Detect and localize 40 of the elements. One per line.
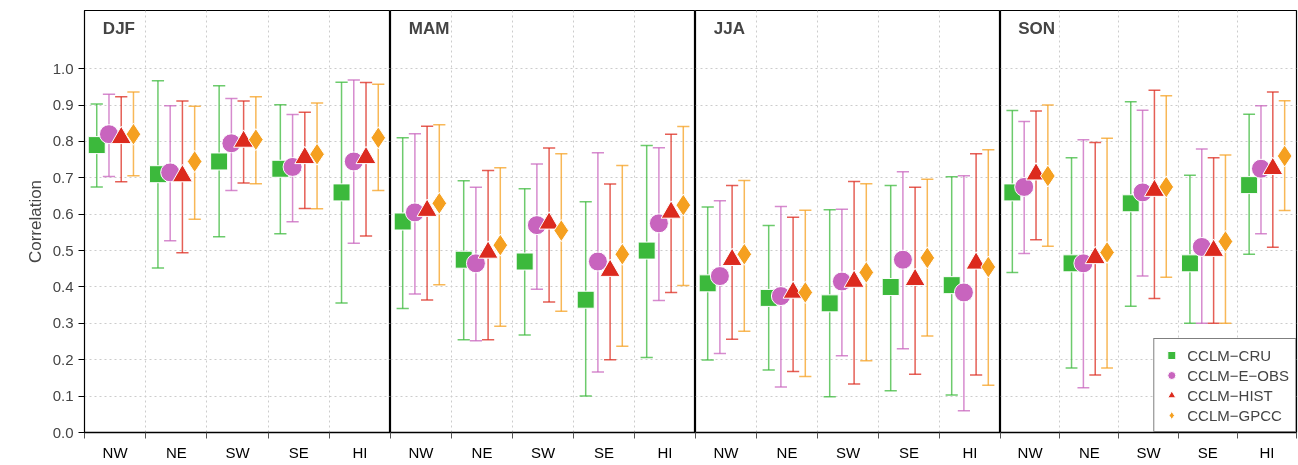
y-axis-title: Correlation — [25, 179, 45, 264]
x-tick-label: HI — [1259, 443, 1275, 461]
legend-label: CCLM−GPCC — [1187, 406, 1282, 424]
x-tick-label: HI — [352, 443, 368, 461]
y-tick-label: 0.0 — [52, 423, 74, 441]
x-tick-label: SE — [594, 443, 615, 461]
x-tick-label: NE — [776, 443, 798, 461]
legend-label: CCLM−CRU — [1187, 346, 1272, 364]
y-tick-label: 0.6 — [52, 205, 74, 223]
text: MAM — [408, 19, 450, 39]
y-tick-label: 0.8 — [52, 132, 74, 150]
x-tick-label: NW — [1017, 443, 1044, 461]
x-tick-label: NW — [408, 443, 435, 461]
x-tick-label: SW — [1136, 443, 1162, 461]
legend-label: CCLM−E−OBS — [1187, 366, 1289, 384]
x-tick-label: NW — [713, 443, 740, 461]
text: JJA — [713, 19, 745, 39]
x-tick-label: SW — [835, 443, 861, 461]
x-tick-label: SE — [1197, 443, 1218, 461]
x-tick-label: HI — [657, 443, 673, 461]
x-tick-label: SE — [899, 443, 920, 461]
y-tick-label: 0.5 — [52, 241, 74, 259]
x-tick-label: NE — [471, 443, 493, 461]
y-tick-label: 0.4 — [52, 277, 74, 295]
x-tick-label: NE — [1078, 443, 1100, 461]
y-tick-label: 1.0 — [52, 59, 74, 77]
text: SON — [1018, 19, 1056, 39]
x-tick-label: NE — [165, 443, 187, 461]
x-tick-label: SE — [288, 443, 309, 461]
y-tick-label: 0.3 — [52, 314, 74, 332]
x-tick-label: NW — [102, 443, 129, 461]
legend-label: CCLM−HIST — [1187, 386, 1273, 404]
x-tick-label: SW — [530, 443, 556, 461]
x-tick-label: HI — [962, 443, 978, 461]
y-tick-label: 0.2 — [52, 350, 74, 368]
x-tick-label: SW — [225, 443, 251, 461]
y-tick-label: 0.9 — [52, 96, 74, 114]
y-tick-label: 0.1 — [52, 387, 74, 405]
text: DJF — [102, 19, 135, 39]
y-tick-label: 0.7 — [52, 168, 74, 186]
